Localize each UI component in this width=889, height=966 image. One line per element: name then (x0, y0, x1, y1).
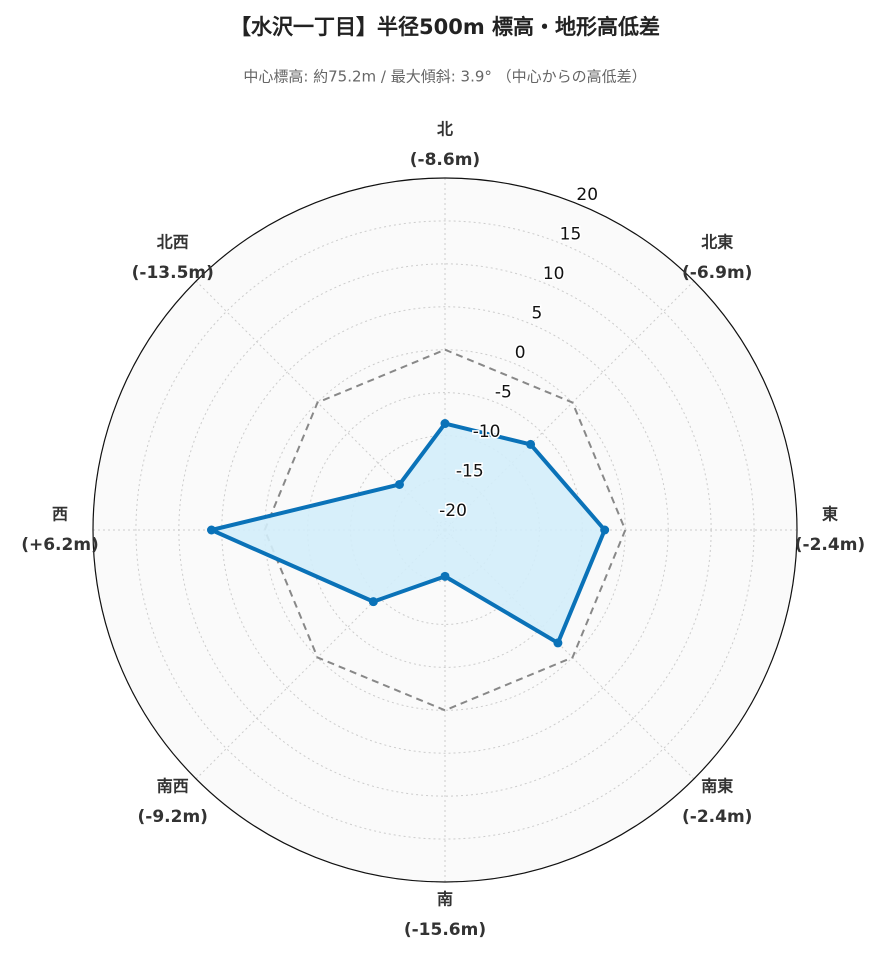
chart-subtitle: 中心標高: 約75.2m / 最大傾斜: 3.9° （中心からの高低差） (243, 68, 646, 86)
radar-point (368, 597, 378, 607)
category-label: 南西 (157, 777, 189, 796)
radar-point (526, 439, 536, 449)
r-tick-label: -20 (439, 501, 467, 521)
r-tick-label: -5 (495, 383, 512, 403)
category-label: 南 (437, 890, 453, 909)
value-label: (-9.2m) (138, 807, 208, 827)
value-label: (-13.5m) (132, 263, 214, 283)
plot-border (92, 177, 798, 883)
value-label: (-2.4m) (682, 807, 752, 827)
r-tick-label: 10 (543, 264, 565, 284)
grid-spoke (195, 529, 446, 780)
r-tick-label: 5 (531, 303, 542, 323)
value-label: (-6.9m) (682, 263, 752, 283)
grid-spoke (444, 280, 695, 531)
reference-line (263, 348, 627, 712)
radar-point (206, 525, 216, 535)
r-tick-label: 0 (515, 343, 526, 363)
value-label: (-15.6m) (404, 920, 486, 940)
value-label: (+6.2m) (21, 535, 99, 555)
value-label: (-2.4m) (795, 535, 865, 555)
value-label: (-8.6m) (410, 150, 480, 170)
r-tick-label: -15 (456, 462, 484, 482)
grid-circle (135, 220, 755, 840)
category-label: 東 (822, 505, 838, 524)
r-tick-label: -10 (473, 422, 501, 442)
grid-spoke (444, 529, 695, 780)
grid-spoke (195, 280, 446, 531)
category-label: 北東 (701, 232, 733, 251)
category-label: 西 (52, 505, 68, 524)
radar-point (440, 419, 450, 429)
r-tick-label: 20 (576, 185, 598, 205)
category-label: 南東 (701, 777, 733, 796)
chart-title: 【水沢一丁目】半径500m 標高・地形高低差 (230, 15, 660, 39)
r-tick-label: 15 (560, 224, 582, 244)
category-label: 北西 (157, 232, 189, 251)
radar-point (394, 479, 404, 489)
radar-point (600, 525, 610, 535)
category-label: 北 (437, 120, 453, 139)
radar-point (553, 638, 563, 648)
radar-point (440, 571, 450, 581)
